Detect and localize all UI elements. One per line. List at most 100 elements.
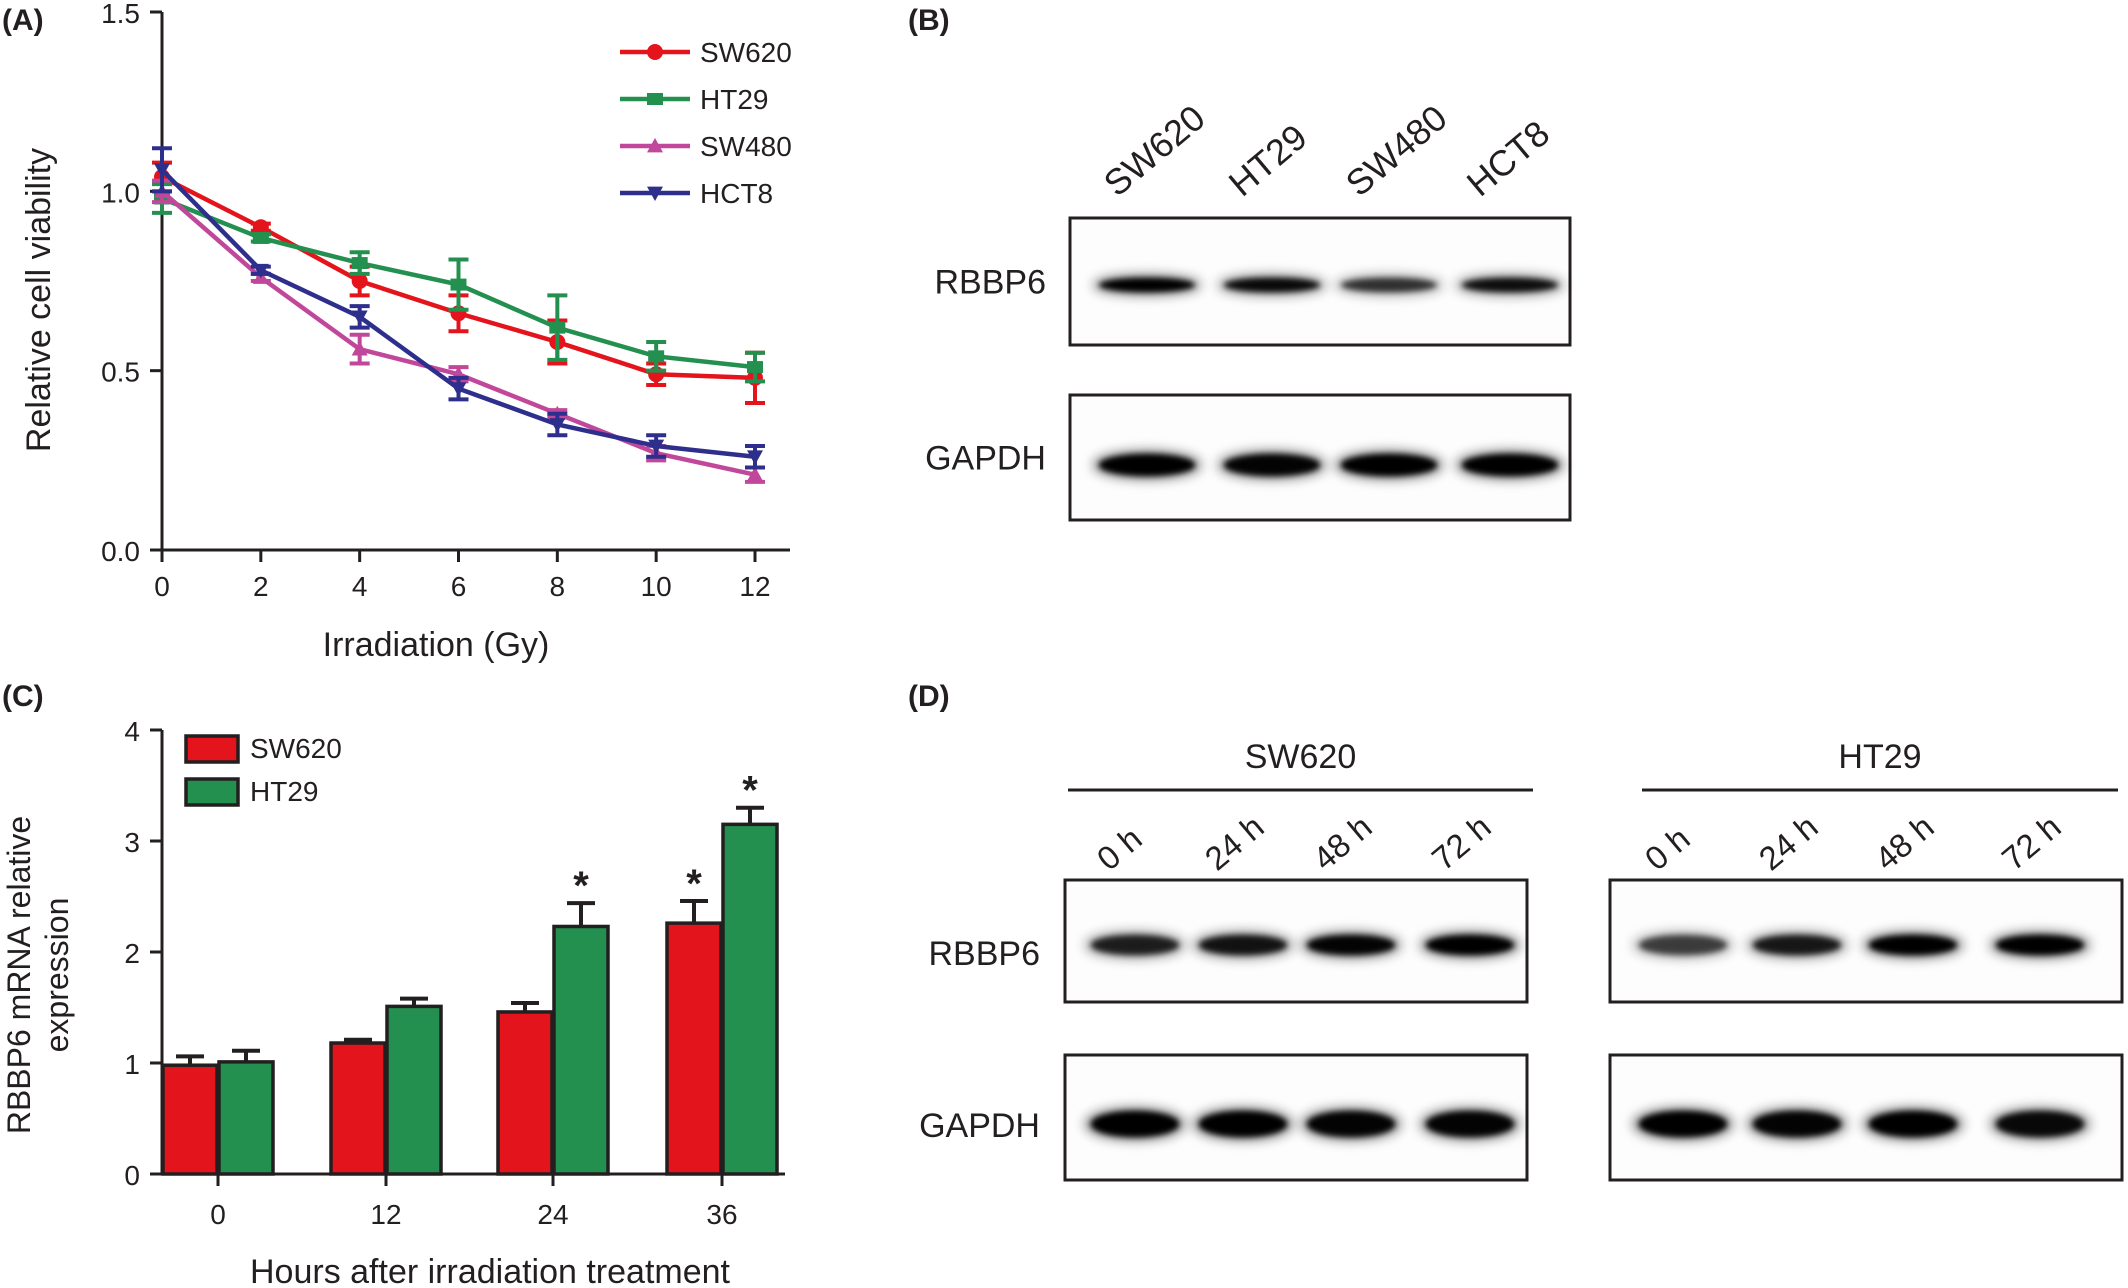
- blot-d-lane-label: 0 h: [1638, 820, 1697, 878]
- bar-chart-c-y-tick-label: 4: [124, 716, 140, 747]
- bar-chart-c-x-tick-label: 24: [537, 1199, 568, 1230]
- line-chart-a-y-tick-label: 0.0: [101, 536, 140, 567]
- line-chart-a-point: [252, 231, 269, 244]
- blot-d-group-title: HT29: [1838, 738, 1921, 776]
- line-chart-a-point: [747, 450, 763, 465]
- blot-band-core: [1307, 935, 1395, 955]
- blot-band-core: [1099, 454, 1195, 476]
- blot-d-band-gapdh: [1301, 1108, 1401, 1140]
- bar-chart-c-x-tick-label: 12: [370, 1199, 401, 1230]
- blot-b-lane-label: SW480: [1338, 97, 1455, 204]
- panel-label-a: (A): [2, 4, 44, 37]
- blot-d-band-rbbp6: [1633, 932, 1733, 958]
- blot-b-lane-label: SW620: [1096, 97, 1213, 204]
- panel-label-d: (D): [908, 680, 950, 713]
- blot-d-band-gapdh: [1633, 1108, 1733, 1140]
- line-chart-a-y-axis-label: Relative cell viability: [20, 148, 58, 452]
- blot-b-lane-label: HT29: [1221, 116, 1315, 204]
- line-chart-a-point: [450, 278, 467, 291]
- blot-d-band-rbbp6: [1990, 932, 2090, 958]
- line-chart-a-x-tick-label: 0: [154, 571, 170, 602]
- blot-b-row-rbbp6: RBBP6: [935, 216, 1572, 347]
- line-chart-a-point: [252, 263, 269, 279]
- line-chart-a-point: [747, 361, 763, 374]
- blot-band-core: [1224, 454, 1320, 476]
- blot-d-lane-label: 0 h: [1090, 820, 1149, 878]
- blot-band-core: [1869, 935, 1957, 955]
- blot-b-band: [1218, 275, 1326, 295]
- line-chart-a: 0.0 0.5 1.0 1.5 0 2 4 6 8 10 12 SW620 HT29 SW480 HCT8…: [20, 0, 792, 664]
- line-chart-a-x-tick-label: 10: [641, 571, 672, 602]
- blot-d-band-rbbp6: [1863, 932, 1963, 958]
- blot-band-core: [1639, 935, 1727, 955]
- blot-d-band-gapdh: [1863, 1108, 1963, 1140]
- blot-band-core: [1099, 278, 1195, 292]
- bar-chart-c-y-tick-label: 0: [124, 1160, 140, 1191]
- bar-chart-c-bar-sw620: [161, 1063, 219, 1176]
- bar-chart-c-legend-swatch: [184, 734, 240, 764]
- bar-chart-c-y-tick-label: 1: [124, 1049, 140, 1080]
- line-chart-a-series: [152, 146, 765, 484]
- bar-chart-c-x-axis-label: Hours after irradiation treatment: [250, 1253, 731, 1288]
- blot-b-row-label: RBBP6: [935, 264, 1047, 302]
- blot-d-band-gapdh: [1420, 1108, 1520, 1140]
- bar-chart-c-significance-mark: *: [573, 864, 589, 908]
- blot-band-core: [1996, 935, 2084, 955]
- line-chart-a-x-tick-label: 4: [352, 571, 368, 602]
- blot-b-row-label: GAPDH: [925, 440, 1046, 478]
- line-chart-a-legend-marker: [647, 138, 663, 153]
- blot-band-core: [1199, 1111, 1287, 1137]
- line-chart-a-point: [747, 466, 763, 482]
- blot-d-group-title: SW620: [1245, 738, 1357, 776]
- bar-chart-c-bar-ht29: [721, 822, 779, 1176]
- line-chart-a-point: [549, 418, 566, 433]
- blot-band-core: [1307, 1111, 1395, 1137]
- bar-chart-c-legend: SW620 HT29: [184, 733, 342, 807]
- bar-chart-c-y-tick-label: 3: [124, 827, 140, 858]
- bar-chart-c-bar-sw620: [496, 1010, 554, 1176]
- line-chart-a-x-tick-label: 12: [739, 571, 770, 602]
- bar-chart-c-significance-mark: *: [686, 862, 702, 906]
- blot-d-lane-label: 72 h: [1995, 808, 2068, 878]
- blot-b-row-gapdh: GAPDH: [925, 393, 1572, 522]
- line-chart-a-point: [648, 439, 665, 454]
- line-chart-a-x-tick-label: 2: [253, 571, 269, 602]
- bar-chart-c-legend-label: HT29: [250, 776, 318, 807]
- bar-chart-c-x-tick-label: 36: [706, 1199, 737, 1230]
- bar-chart-c-legend-label: SW620: [250, 733, 342, 764]
- blot-d-band-gapdh: [1193, 1108, 1293, 1140]
- blot-d-band-gapdh: [1747, 1108, 1847, 1140]
- blot-d-lane-label: 24 h: [1198, 808, 1271, 878]
- blot-b-band: [1218, 451, 1326, 479]
- blot-b-band: [1093, 451, 1201, 479]
- line-chart-a-point: [549, 321, 566, 334]
- line-chart-a-series-ht29: [152, 182, 765, 384]
- blot-band-core: [1639, 1111, 1727, 1137]
- bar-chart-c-y-axis-label-line2: expression: [39, 898, 75, 1053]
- blot-band-core: [1426, 935, 1514, 955]
- line-chart-a-legend-marker: [647, 186, 663, 201]
- blot-b-band: [1335, 451, 1443, 479]
- line-chart-a-point: [252, 219, 269, 236]
- line-chart-a-point: [351, 273, 368, 289]
- line-chart-a-point: [351, 341, 368, 356]
- line-chart-a-x-tick-label: 6: [451, 571, 467, 602]
- line-chart-a-legend: SW620 HT29 SW480 HCT8: [620, 37, 792, 209]
- bar-chart-c-significance-mark: *: [742, 769, 758, 813]
- line-chart-a-point: [351, 310, 368, 325]
- blot-d-lane-label: 24 h: [1752, 808, 1825, 878]
- blot-band-core: [1462, 454, 1558, 476]
- blot-band-core: [1996, 1111, 2084, 1137]
- line-chart-a-x-axis-label: Irradiation (Gy): [323, 626, 550, 664]
- panel-label-c: (C): [2, 680, 44, 713]
- blot-d-band-rbbp6: [1420, 932, 1520, 958]
- blot-band-core: [1426, 1111, 1514, 1137]
- bar-chart-c-y-tick-label: 2: [124, 938, 140, 969]
- western-blot-b: SW620 HT29 SW480 HCT8 RBBP6 GAPDH: [925, 97, 1572, 522]
- western-blot-d: SW620 0 h 24 h 48 h 72 h HT29 0 h 24 h 48 h 72 h R…: [919, 738, 2124, 1182]
- line-chart-a-x-tick-label: 8: [550, 571, 566, 602]
- blot-b-band: [1335, 275, 1443, 295]
- line-chart-a-series-hct8: [152, 146, 765, 470]
